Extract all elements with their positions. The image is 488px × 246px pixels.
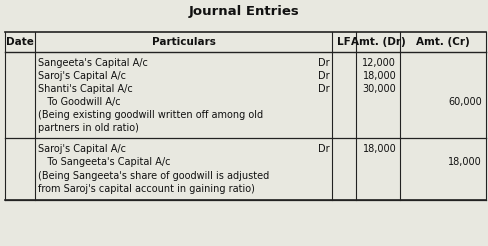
Text: LF: LF [337,37,351,47]
Text: Dr: Dr [318,71,329,81]
Text: Dr: Dr [318,144,329,154]
Text: 18,000: 18,000 [448,157,482,167]
Text: partners in old ratio): partners in old ratio) [38,123,139,133]
Text: Dr: Dr [318,58,329,68]
Text: Particulars: Particulars [152,37,215,47]
Text: (Being existing goodwill written off among old: (Being existing goodwill written off amo… [38,110,263,120]
Text: Shanti's Capital A/c: Shanti's Capital A/c [38,84,132,93]
Text: Amt. (Dr): Amt. (Dr) [351,37,406,47]
Text: from Saroj's capital account in gaining ratio): from Saroj's capital account in gaining … [38,184,254,194]
Text: To Sangeeta's Capital A/c: To Sangeeta's Capital A/c [38,157,170,167]
Text: 60,000: 60,000 [448,97,482,107]
Text: Dr: Dr [318,84,329,93]
Text: 18,000: 18,000 [363,144,396,154]
Text: Amt. (Cr): Amt. (Cr) [416,37,470,47]
Text: 12,000: 12,000 [363,58,396,68]
Text: Saroj's Capital A/c: Saroj's Capital A/c [38,71,125,81]
Text: Saroj's Capital A/c: Saroj's Capital A/c [38,144,125,154]
Text: (Being Sangeeta's share of goodwill is adjusted: (Being Sangeeta's share of goodwill is a… [38,171,269,181]
Text: To Goodwill A/c: To Goodwill A/c [38,97,120,107]
Text: Sangeeta's Capital A/c: Sangeeta's Capital A/c [38,58,147,68]
Text: Journal Entries: Journal Entries [189,5,299,17]
Text: 18,000: 18,000 [363,71,396,81]
Text: Date: Date [6,37,34,47]
Text: 30,000: 30,000 [363,84,396,93]
